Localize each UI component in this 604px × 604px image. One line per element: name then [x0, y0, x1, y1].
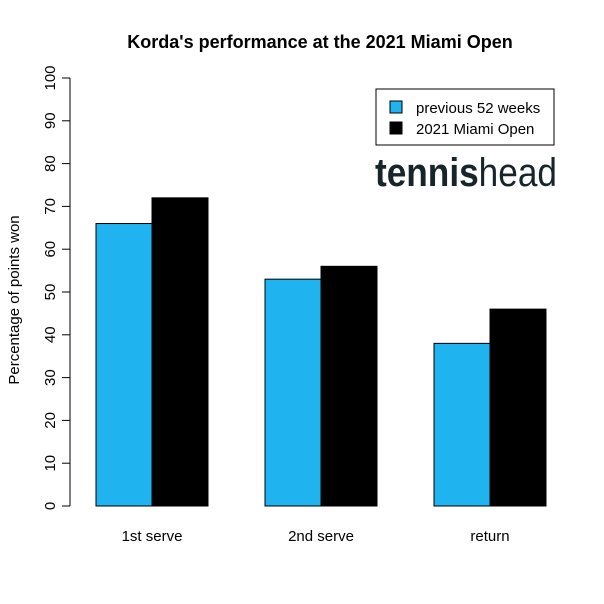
y-tick-label: 40	[42, 326, 59, 343]
y-axis: 0 10 20 30 40 50 60 70 80 90 100	[42, 65, 71, 510]
bar-2021-miami-open-0	[151, 197, 209, 507]
legend-label-miami: 2021 Miami Open	[416, 121, 534, 138]
y-tick-label: 0	[42, 502, 59, 510]
legend-box	[375, 88, 555, 146]
bars-group	[95, 197, 547, 507]
bar-previous-52-weeks-1	[264, 278, 322, 507]
y-tick-label: 30	[42, 369, 59, 386]
bar-previous-52-weeks-2	[433, 342, 491, 507]
x-tick-label: 2nd serve	[288, 528, 354, 545]
y-tick-label: 60	[42, 241, 59, 258]
legend: previous 52 weeks 2021 Miami Open	[375, 88, 555, 146]
bar-previous-52-weeks-0	[95, 223, 153, 507]
y-tick-label: 50	[42, 284, 59, 301]
x-tick-labels: 1st serve 2nd serve return	[122, 528, 510, 545]
chart-title: Korda's performance at the 2021 Miami Op…	[127, 32, 512, 52]
legend-swatch-miami	[389, 121, 403, 135]
y-tick-label: 90	[42, 112, 59, 129]
logo-light: head	[479, 151, 557, 195]
y-tick-label: 20	[42, 412, 59, 429]
y-tick-label: 10	[42, 455, 59, 472]
y-tick-label: 70	[42, 198, 59, 215]
x-tick-label: 1st serve	[122, 528, 183, 545]
y-axis-label: Percentage of points won	[6, 215, 23, 384]
legend-swatch-previous	[389, 100, 403, 114]
y-tick-label: 80	[42, 155, 59, 172]
tennishead-logo: tennishead	[375, 151, 557, 195]
bar-2021-miami-open-1	[320, 265, 378, 507]
logo-bold: tennis	[375, 151, 479, 195]
y-tick-label: 100	[42, 65, 59, 90]
logo-text: tennishead	[375, 151, 557, 195]
bar-2021-miami-open-2	[489, 308, 547, 507]
x-tick-label: return	[470, 528, 509, 545]
legend-label-previous: previous 52 weeks	[416, 100, 540, 117]
